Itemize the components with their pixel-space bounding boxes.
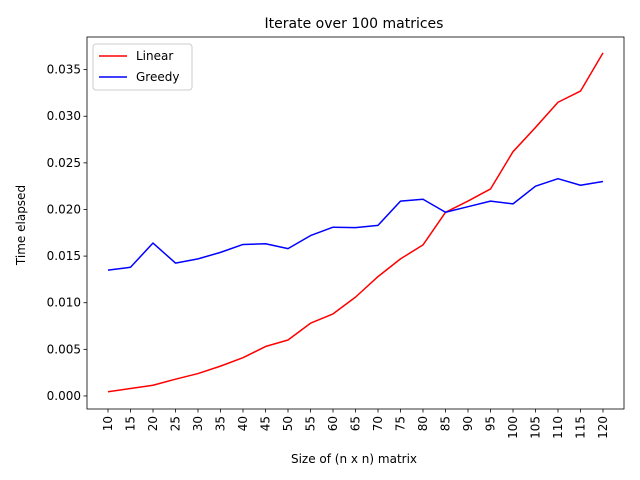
y-tick-label: 0.030 [47, 109, 81, 123]
x-tick-label: 30 [191, 416, 205, 431]
x-tick-label: 80 [416, 416, 430, 431]
y-tick-label: 0.000 [47, 389, 81, 403]
y-tick-label: 0.015 [47, 249, 81, 263]
x-tick-label: 120 [596, 416, 610, 439]
x-tick-label: 55 [304, 416, 318, 431]
x-tick-label: 90 [461, 416, 475, 431]
x-tick-label: 50 [281, 416, 295, 431]
chart-title: Iterate over 100 matrices [265, 16, 444, 32]
y-axis-label: Time elapsed [14, 185, 28, 266]
y-tick-label: 0.005 [47, 342, 81, 356]
y-tick-label: 0.035 [47, 63, 81, 77]
x-tick-label: 110 [551, 416, 565, 439]
x-tick-label: 75 [394, 416, 408, 431]
series-line-greedy [107, 177, 604, 271]
x-tick-label: 15 [124, 416, 138, 431]
y-axis: 0.000 0.005 0.010 0.015 0.020 0.025 0.030 0.035 [47, 63, 87, 403]
series-line-linear [107, 52, 604, 393]
x-tick-label: 115 [574, 416, 588, 439]
x-tick-label: 70 [371, 416, 385, 431]
x-tick-label: 65 [349, 416, 363, 431]
y-tick-label: 0.025 [47, 156, 81, 170]
x-axis: 10 15 20 25 30 35 40 45 50 55 60 65 70 75 80 85 90 95 100 1… [101, 409, 610, 439]
y-tick-label: 0.020 [47, 202, 81, 216]
x-tick-label: 25 [169, 416, 183, 431]
x-tick-label: 85 [439, 416, 453, 431]
x-tick-label: 45 [259, 416, 273, 431]
x-tick-label: 100 [506, 416, 520, 439]
x-axis-label: Size of (n x n) matrix [291, 452, 417, 466]
x-tick-label: 60 [326, 416, 340, 431]
legend-label-greedy: Greedy [136, 70, 179, 84]
y-tick-label: 0.010 [47, 296, 81, 310]
legend-label-linear: Linear [136, 49, 173, 63]
x-tick-label: 105 [529, 416, 543, 439]
x-tick-label: 10 [101, 416, 115, 431]
x-tick-label: 20 [146, 416, 160, 431]
legend: Linear Greedy [92, 43, 193, 91]
x-tick-label: 95 [484, 416, 498, 431]
x-tick-label: 40 [236, 416, 250, 431]
x-tick-label: 35 [214, 416, 228, 431]
